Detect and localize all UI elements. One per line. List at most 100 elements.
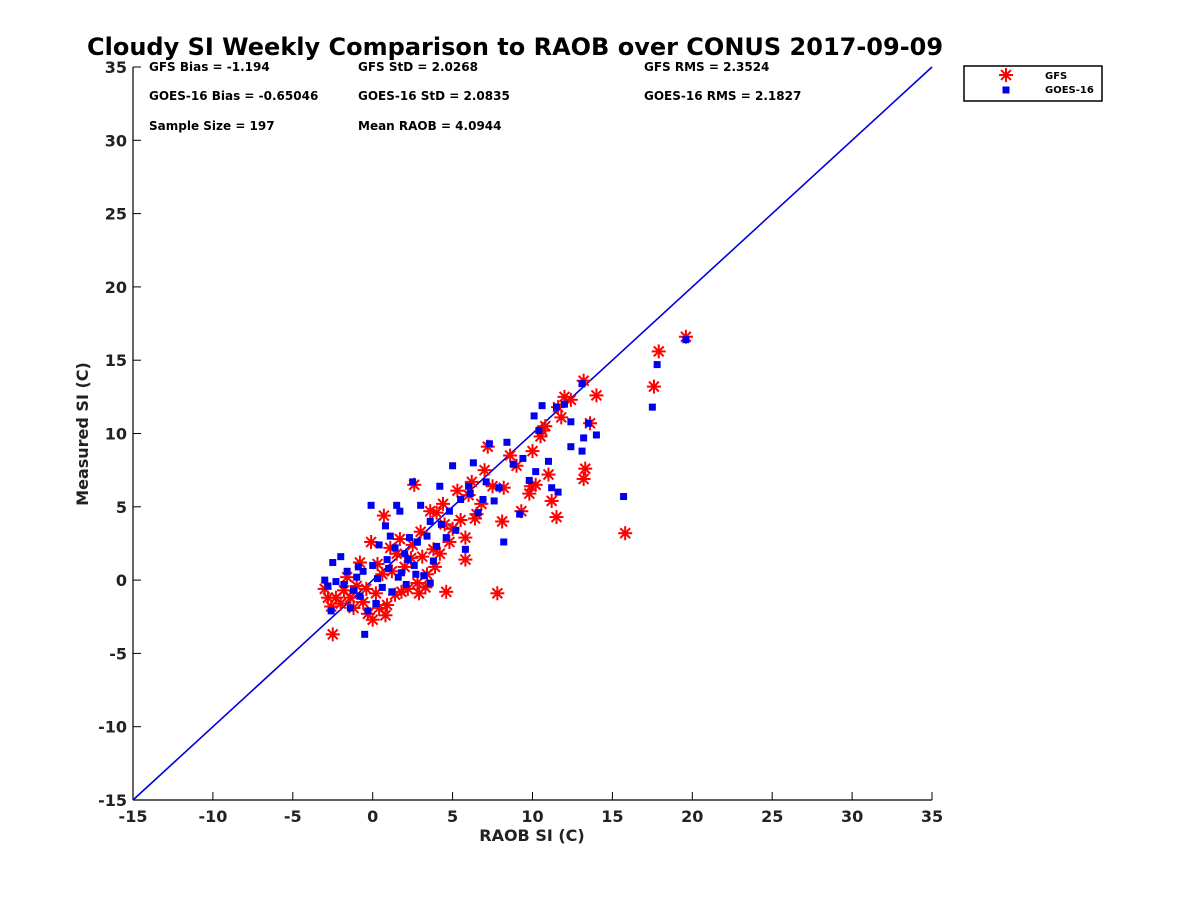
goes16-point <box>426 579 434 587</box>
goes16-point <box>525 476 533 484</box>
x-tick-label: 30 <box>841 807 863 826</box>
goes16-point <box>503 438 511 446</box>
stat-goes16-bias: GOES-16 Bias = -0.65046 <box>149 89 318 103</box>
x-tick-label: 10 <box>521 807 543 826</box>
legend-gfs-marker <box>999 68 1013 82</box>
goes16-point <box>466 490 474 498</box>
gfs-point <box>458 530 473 545</box>
goes16-point <box>329 559 337 567</box>
goes16-point <box>449 462 457 470</box>
gfs-point <box>413 524 428 539</box>
goes16-point <box>381 522 389 530</box>
goes16-point <box>437 520 445 528</box>
goes16-point <box>465 482 473 490</box>
x-tick-label: 0 <box>367 807 378 826</box>
goes16-point <box>552 403 560 411</box>
stat-gfs-std: GFS StD = 2.0268 <box>358 60 478 74</box>
goes16-point <box>367 501 375 509</box>
goes16-point <box>620 493 628 501</box>
goes16-point <box>495 484 503 492</box>
gfs-point <box>490 586 505 601</box>
goes16-point <box>359 567 367 575</box>
y-tick-label: -15 <box>98 791 127 810</box>
goes16-point <box>423 532 431 540</box>
gfs-point <box>525 444 540 459</box>
goes16-point <box>375 541 383 549</box>
goes16-point <box>340 580 348 588</box>
gfs-point <box>325 627 340 642</box>
goes16-point <box>490 497 498 505</box>
goes16-point <box>369 561 377 569</box>
gfs-point <box>412 586 427 601</box>
gfs-point <box>651 344 666 359</box>
gfs-point <box>410 576 425 591</box>
gfs-point <box>415 549 430 564</box>
goes16-point <box>402 580 410 588</box>
x-tick-label: -5 <box>284 807 302 826</box>
goes16-point <box>509 460 517 468</box>
gfs-point <box>477 463 492 478</box>
goes16-point <box>461 545 469 553</box>
legend-goes16-label: GOES-16 <box>1045 85 1094 96</box>
goes16-point <box>433 542 441 550</box>
legend-gfs-label: GFS <box>1045 71 1067 82</box>
legend-goes16-square <box>1002 86 1010 94</box>
goes16-point <box>353 573 361 581</box>
goes16-point <box>410 561 418 569</box>
goes16-point <box>327 607 335 615</box>
goes16-point <box>417 501 425 509</box>
goes16-point <box>469 459 477 467</box>
goes16-point <box>479 495 487 503</box>
goes16-point <box>426 517 434 525</box>
gfs-point <box>376 508 391 523</box>
goes16-point <box>519 454 527 462</box>
y-tick-label: 20 <box>105 278 127 297</box>
goes16-point <box>404 556 412 564</box>
stat-gfs-bias: GFS Bias = -1.194 <box>149 60 270 74</box>
y-tick-label: 15 <box>105 351 127 370</box>
goes16-point <box>409 478 417 486</box>
gfs-point <box>436 496 451 511</box>
goes16-point <box>412 570 420 578</box>
gfs-point <box>423 504 438 519</box>
gfs-point <box>646 379 661 394</box>
series-gfs-points <box>317 329 693 642</box>
goes16-point <box>535 427 543 435</box>
x-tick-label: 15 <box>601 807 623 826</box>
goes16-point <box>592 431 600 439</box>
goes16-point <box>321 576 329 584</box>
x-tick-label: 25 <box>761 807 783 826</box>
gfs-point <box>503 448 518 463</box>
gfs-point <box>392 532 407 547</box>
gfs-point <box>554 410 569 425</box>
goes16-point <box>383 556 391 564</box>
y-tick-label: 30 <box>105 131 127 150</box>
stat-sample-size: Sample Size = 197 <box>149 119 275 133</box>
goes16-point <box>413 538 421 546</box>
goes16-point <box>485 440 493 448</box>
goes16-point <box>584 419 592 427</box>
goes16-point <box>420 572 428 580</box>
y-axis-label: Measured SI (C) <box>73 362 92 506</box>
x-axis-label: RAOB SI (C) <box>479 826 584 845</box>
gfs-point <box>544 493 559 508</box>
goes16-point <box>580 434 588 442</box>
goes16-point <box>346 604 354 612</box>
y-tick-label: -10 <box>98 718 127 737</box>
y-tick-label: 10 <box>105 425 127 444</box>
goes16-point <box>648 403 656 411</box>
gfs-point <box>618 526 633 541</box>
gfs-point <box>589 388 604 403</box>
goes16-point <box>530 412 538 420</box>
y-tick-label: 0 <box>116 571 127 590</box>
gfs-point <box>458 552 473 567</box>
goes16-point <box>386 532 394 540</box>
goes16-point <box>682 336 690 344</box>
goes16-point <box>350 586 358 594</box>
gfs-point <box>541 467 556 482</box>
gfs-point <box>439 584 454 599</box>
stat-mean-raob: Mean RAOB = 4.0944 <box>358 119 502 133</box>
goes16-point <box>457 495 465 503</box>
goes16-point <box>394 573 402 581</box>
